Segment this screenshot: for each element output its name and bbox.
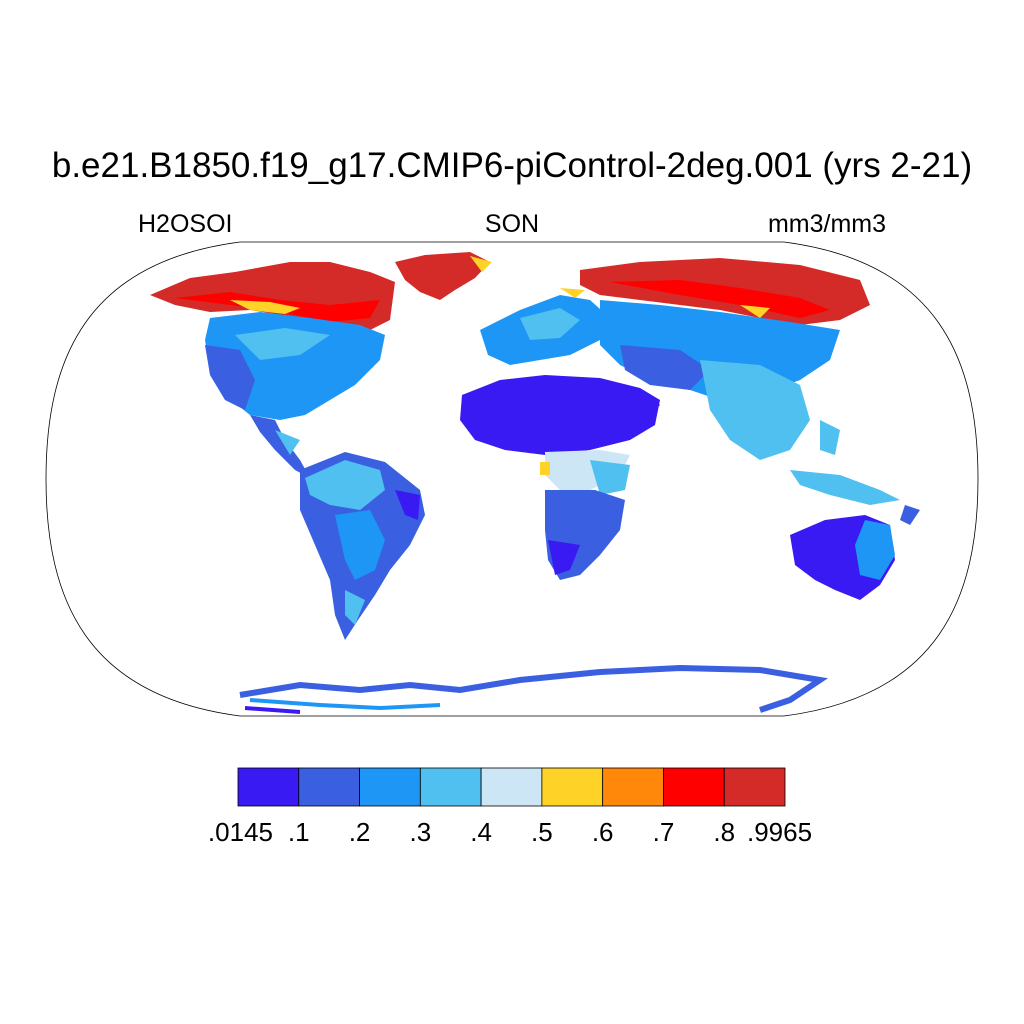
- map-boundary: [45, 241, 979, 717]
- north-america: [150, 262, 395, 478]
- colorbar-label: .1: [288, 817, 310, 847]
- south-america: [300, 452, 425, 640]
- colorbar-label: .9965: [747, 817, 812, 847]
- australia: [790, 505, 920, 600]
- greenland: [395, 252, 492, 300]
- colorbar-swatch: [602, 767, 664, 807]
- colorbar-label: .8: [713, 817, 735, 847]
- soil-moisture-field: [150, 252, 920, 714]
- asia: [580, 258, 900, 505]
- plot-title: b.e21.B1850.f19_g17.CMIP6-piControl-2deg…: [51, 146, 973, 185]
- colorbar-label: .5: [531, 817, 553, 847]
- colorbar-swatch: [663, 767, 725, 807]
- europe: [480, 288, 610, 365]
- colorbar-label: .6: [592, 817, 614, 847]
- units-label: mm3/mm3: [767, 210, 886, 238]
- colorbar-label: .4: [470, 817, 492, 847]
- colorbar-swatch: [359, 767, 421, 807]
- colorbar-label: .2: [349, 817, 371, 847]
- colorbar-swatch: [723, 767, 786, 807]
- antarctica: [239, 664, 828, 714]
- colorbar-swatch: [541, 767, 604, 807]
- colorbar-swatch: [419, 767, 482, 807]
- colorbar-label: .0145: [208, 817, 273, 847]
- colorbar-swatch: [480, 767, 543, 807]
- season-label: SON: [484, 210, 540, 238]
- colorbar-swatch: [298, 767, 360, 807]
- variable-label: H2OSOI: [138, 210, 233, 238]
- colorbar-label: .7: [653, 817, 675, 847]
- colorbar-swatch: [237, 767, 300, 807]
- colorbar-label: .3: [409, 817, 431, 847]
